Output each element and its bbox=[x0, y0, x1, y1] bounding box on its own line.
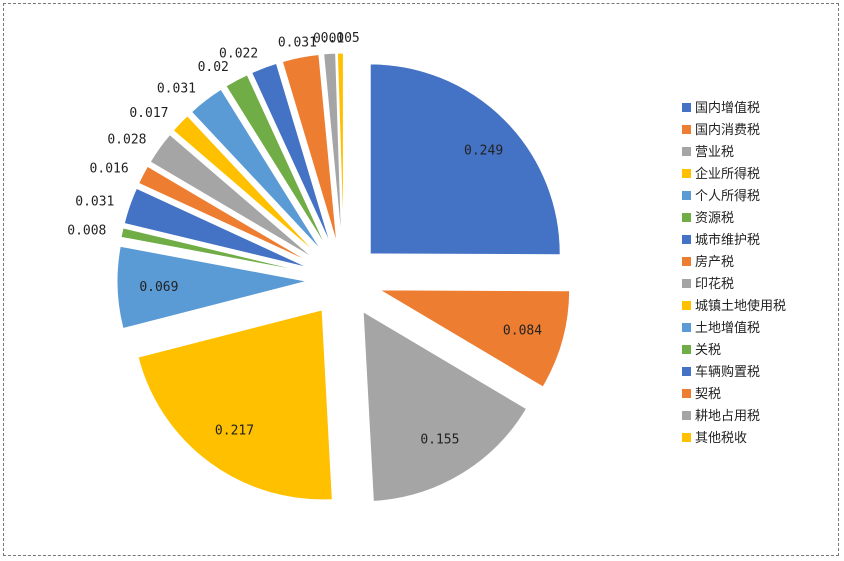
legend-swatch bbox=[682, 301, 691, 310]
data-label: 0.005 bbox=[321, 31, 360, 46]
data-label: 0.249 bbox=[464, 143, 503, 158]
pie-slice bbox=[336, 52, 344, 244]
legend-label: 资源税 bbox=[695, 211, 734, 226]
pie-slice bbox=[323, 52, 343, 244]
data-label: 0.016 bbox=[90, 161, 129, 176]
legend-label: 个人所得税 bbox=[695, 188, 760, 204]
data-label: 0.01 bbox=[313, 32, 344, 47]
legend-label: 其他税收 bbox=[695, 431, 747, 446]
legend-label: 城市维护税 bbox=[695, 232, 760, 248]
pie-slice bbox=[281, 53, 338, 244]
legend-swatch bbox=[682, 191, 691, 200]
legend-label: 印花税 bbox=[695, 276, 734, 292]
pie-slice bbox=[377, 289, 571, 388]
pie-slice bbox=[138, 165, 312, 264]
legend-label: 国内消费税 bbox=[695, 122, 760, 138]
legend-swatch bbox=[682, 345, 691, 354]
data-label: 0.084 bbox=[503, 324, 542, 339]
pie-slice bbox=[172, 115, 318, 255]
legend-swatch bbox=[682, 147, 691, 156]
pie-slice bbox=[362, 310, 528, 502]
legend-swatch bbox=[682, 235, 691, 244]
legend-label: 关税 bbox=[695, 343, 721, 358]
legend-label: 耕地占用税 bbox=[695, 408, 760, 424]
data-label: 0.155 bbox=[420, 432, 459, 447]
legend-swatch bbox=[682, 411, 691, 420]
legend-swatch bbox=[682, 389, 691, 398]
data-label: 0.217 bbox=[215, 423, 254, 438]
legend-swatch bbox=[682, 213, 691, 222]
pie-slice bbox=[190, 88, 322, 251]
legend-label: 车辆购置税 bbox=[695, 364, 760, 380]
data-label: 0.008 bbox=[67, 223, 106, 238]
legend-label: 营业税 bbox=[695, 145, 734, 160]
legend-swatch bbox=[682, 257, 691, 266]
legend-label: 城镇土地使用税 bbox=[695, 298, 786, 314]
legend-swatch bbox=[682, 279, 691, 288]
legend-swatch bbox=[682, 125, 691, 134]
legend-label: 契税 bbox=[695, 387, 721, 402]
pie-slice bbox=[116, 245, 308, 330]
data-label: 0.031 bbox=[278, 36, 317, 51]
legend-label: 国内增值税 bbox=[695, 100, 760, 116]
legend-label: 企业所得税 bbox=[695, 166, 760, 182]
pie-slices bbox=[116, 52, 571, 502]
data-label: 0.069 bbox=[139, 280, 178, 295]
legend-swatch bbox=[682, 433, 691, 442]
data-label: 0.028 bbox=[107, 133, 146, 148]
legend-swatch bbox=[682, 103, 691, 112]
data-label: 0.02 bbox=[198, 60, 229, 75]
pie-slice bbox=[137, 309, 333, 501]
pie-slice bbox=[149, 133, 315, 259]
pie-slice bbox=[225, 74, 327, 248]
legend-swatch bbox=[682, 323, 691, 332]
legend: 国内增值税国内消费税营业税企业所得税个人所得税资源税城市维护税房产税印花税城镇土… bbox=[682, 100, 786, 446]
legend-label: 房产税 bbox=[695, 254, 734, 270]
legend-swatch bbox=[682, 169, 691, 178]
chart-frame: 0.249 0.084 0.155 0.217 0.069 0.008 0.031 0.016… bbox=[3, 3, 839, 556]
pie-chart: 0.249 0.084 0.155 0.217 0.069 0.008 0.031 0.016… bbox=[67, 31, 786, 502]
data-label: 0.031 bbox=[75, 194, 114, 209]
data-label: 0.031 bbox=[157, 81, 196, 96]
pie-slice bbox=[369, 63, 561, 256]
data-label: 0.017 bbox=[129, 106, 168, 121]
data-labels: 0.249 0.084 0.155 0.217 0.069 0.008 0.031 0.016… bbox=[67, 31, 542, 447]
pie-slice bbox=[251, 62, 332, 246]
pie-slice bbox=[123, 187, 310, 269]
data-label: 0.022 bbox=[219, 47, 258, 62]
legend-swatch bbox=[682, 367, 691, 376]
legend-label: 土地增值税 bbox=[695, 320, 760, 336]
pie-slice bbox=[120, 227, 308, 273]
